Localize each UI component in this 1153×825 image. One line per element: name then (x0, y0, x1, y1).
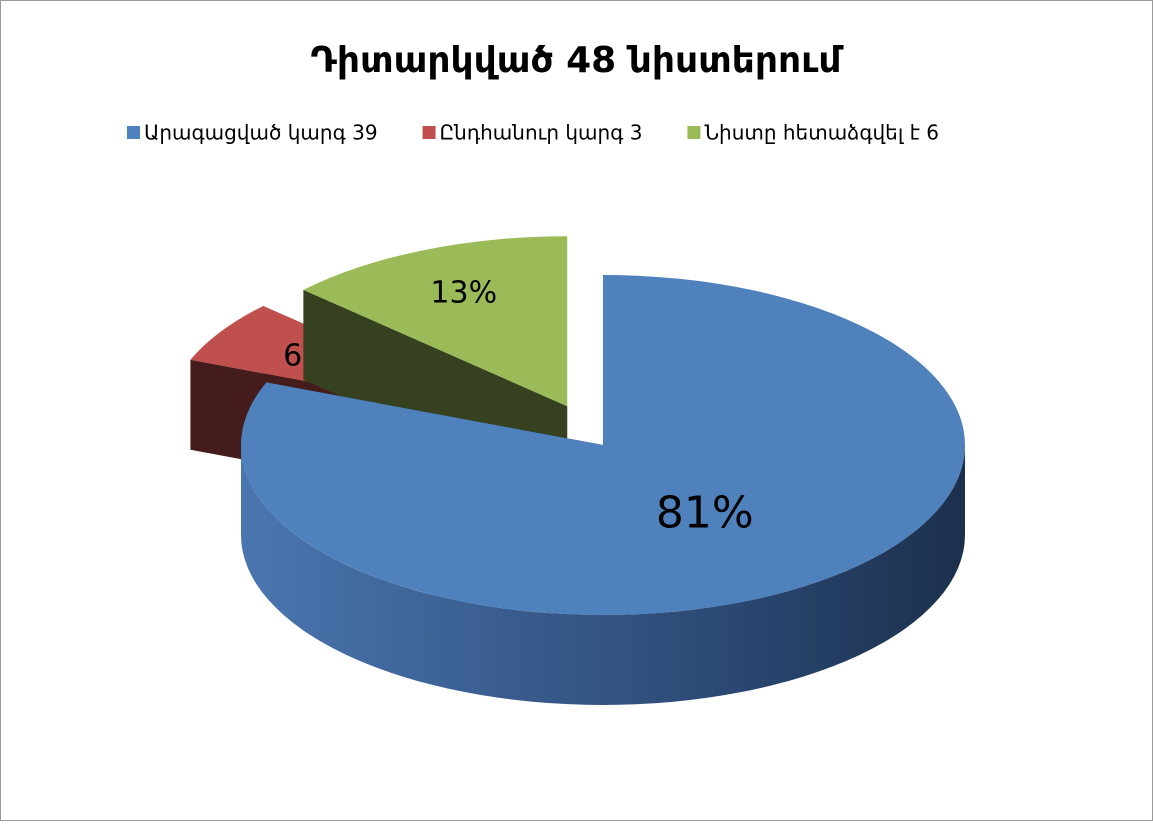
data-label: 13% (430, 275, 497, 310)
legend-swatch (422, 126, 436, 139)
legend-swatch (127, 126, 140, 139)
legend-label: Ընդհանուր կարգ 3 (440, 121, 643, 145)
legend-label: Արագացված կարգ 39 (144, 121, 378, 145)
data-label: 81% (656, 487, 754, 538)
chart-title: Դիտարկված 48 նիստերում (311, 40, 845, 81)
legend-label: Նիստը հետաձգվել է 6 (704, 121, 939, 145)
slice-side (241, 445, 965, 705)
legend: Արագացված կարգ 39 Ընդհանուր կարգ 3 Նիստը հ… (127, 121, 939, 145)
pie-slice (241, 275, 965, 615)
legend-swatch (687, 126, 701, 139)
pie-slice (303, 236, 568, 407)
